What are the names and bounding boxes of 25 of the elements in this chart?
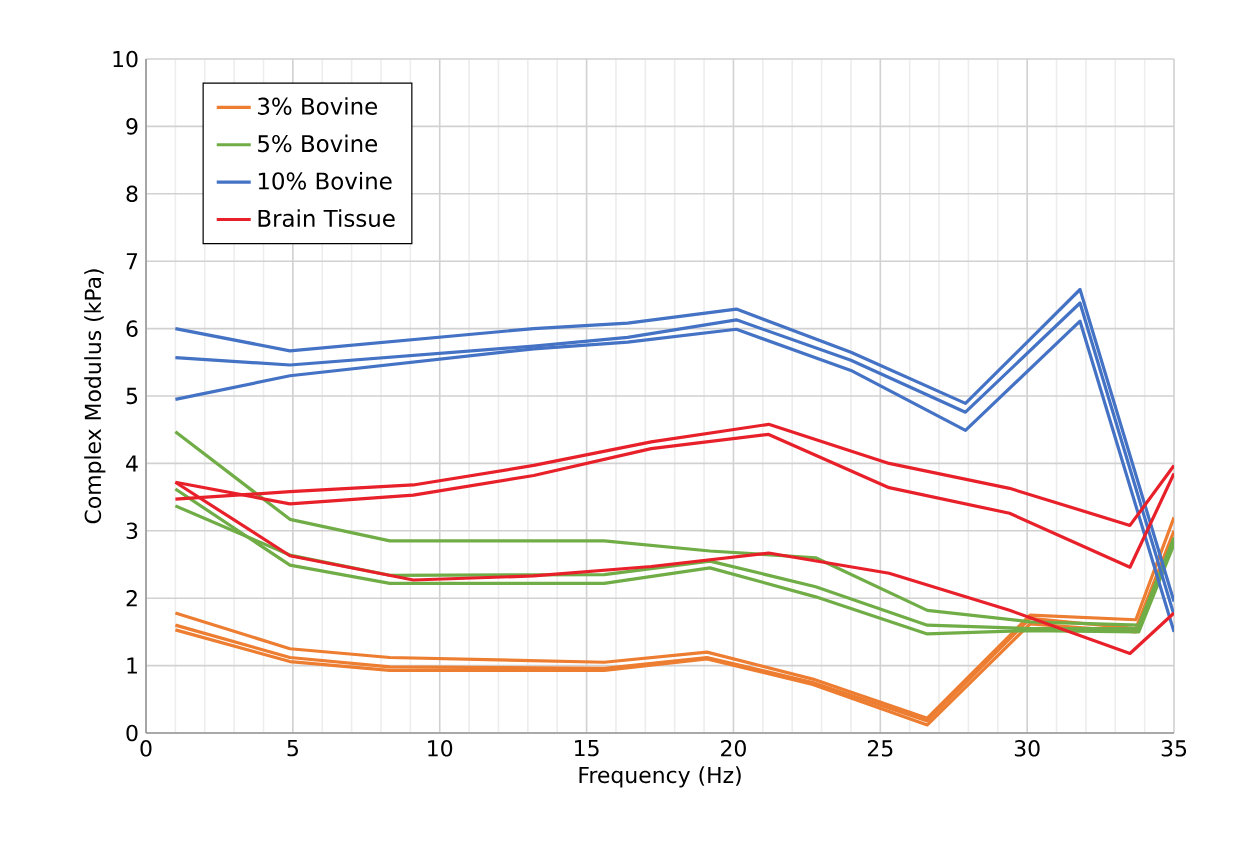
legend-label: Brain Tissue (258, 209, 395, 227)
x-tick-label: 35 (1161, 740, 1187, 757)
x-tick-label: 5 (287, 740, 298, 757)
x-tick-label: 30 (1014, 740, 1040, 757)
y-tick-label: 9 (126, 118, 138, 135)
y-axis-title: Complex Modulus (kPa) (84, 269, 106, 524)
y-tick-label: 10 (113, 50, 138, 68)
y-tick-label: 5 (126, 387, 138, 405)
x-axis-title: Frequency (Hz) (579, 766, 741, 788)
y-tick-label: 1 (127, 657, 137, 674)
x-tick-label: 0 (140, 740, 152, 757)
y-tick-label: 3 (126, 522, 138, 540)
y-tick-label: 4 (126, 455, 138, 472)
x-tick-label: 15 (575, 740, 599, 757)
y-tick-label: 7 (126, 253, 138, 270)
x-tick-label: 25 (867, 740, 893, 757)
legend-label: 10% Bovine (258, 171, 392, 190)
x-tick-label: 10 (428, 740, 453, 757)
y-tick-label: 2 (126, 590, 137, 607)
y-tick-label: 6 (126, 320, 138, 337)
y-tick-label: 8 (126, 185, 138, 203)
y-tick-label: 0 (126, 724, 138, 742)
legend-label: 5% Bovine (258, 134, 378, 153)
x-tick-label: 20 (721, 740, 746, 757)
legend-label: 3% Bovine (258, 97, 378, 115)
